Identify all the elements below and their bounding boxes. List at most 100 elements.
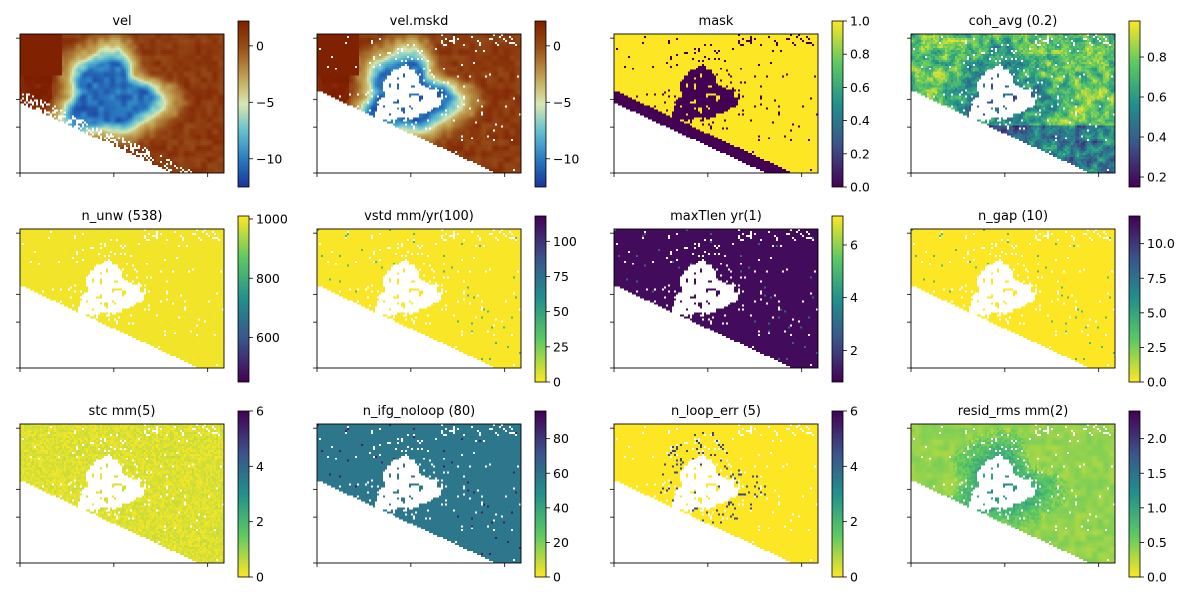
heatmap-image	[614, 34, 818, 173]
colorbar-tick-label: 6	[850, 237, 858, 252]
panel-8: n_gap (10) 0.0 2.5 5.0 7.5 10.0	[907, 209, 1175, 390]
panel-title: n_unw (538)	[82, 209, 163, 224]
colorbar-tick-label: 0.4	[1147, 130, 1167, 145]
panel-10: n_ifg_noloop (80) 0 20 40 60 80	[313, 404, 569, 585]
colorbar-tick-label: 1.0	[1147, 500, 1167, 515]
colorbar-tick-label: 1.0	[850, 14, 870, 29]
colorbar-tick-label: 0	[850, 570, 858, 585]
colorbar-tick-label: 0	[256, 38, 264, 53]
heatmap-image	[911, 424, 1115, 563]
axes-frame	[316, 423, 522, 564]
colorbar	[831, 20, 844, 188]
panel-7: maxTlen yr(1) 2 4 6	[610, 209, 858, 383]
colorbar-tick-label: 10.0	[1147, 236, 1175, 251]
colorbar-tick-label: 80	[553, 431, 569, 446]
colorbar-tick-label: 0.8	[1147, 50, 1167, 65]
panel-4: coh_avg (0.2) 0.2 0.4 0.6 0.8	[907, 14, 1167, 188]
colorbar-tick-label: 6	[850, 404, 858, 419]
colorbar-tick-label: 2	[256, 514, 264, 529]
colorbar-tick-label: 0.2	[850, 146, 870, 161]
colorbar	[534, 215, 547, 383]
panel-title: vel	[112, 14, 131, 29]
heatmap-image	[911, 34, 1115, 173]
colorbar-tick-label: 0	[553, 38, 561, 53]
colorbar-tick-label: 100	[553, 234, 577, 249]
panel-title: vstd mm/yr(100)	[364, 209, 474, 224]
colorbar	[1128, 20, 1141, 188]
colorbar-tick-label: 25	[553, 339, 569, 354]
colorbar-tick-label: 0.6	[1147, 90, 1167, 105]
colorbar-tick-label: 5.0	[1147, 305, 1167, 320]
colorbar	[237, 215, 250, 383]
heatmap-image	[614, 424, 818, 563]
axes-frame	[910, 33, 1116, 174]
colorbar-tick-label: 0	[256, 570, 264, 585]
heatmap-image	[911, 229, 1115, 368]
colorbar-tick-label: 1000	[256, 211, 288, 226]
heatmap-image	[20, 424, 224, 563]
colorbar-tick-label: 75	[553, 269, 569, 284]
panel-title: n_ifg_noloop (80)	[363, 404, 475, 419]
axes-frame	[910, 423, 1116, 564]
colorbar-tick-label: 4	[256, 459, 264, 474]
colorbar-tick-label: 4	[850, 459, 858, 474]
colorbar-tick-label: 6	[256, 404, 264, 419]
panel-6: vstd mm/yr(100) 0 25 50 75 100	[313, 209, 577, 390]
axes-frame	[613, 423, 819, 564]
axes-frame	[316, 33, 522, 174]
colorbar-tick-label: 2.0	[1147, 431, 1167, 446]
colorbar-tick-label: 600	[256, 330, 280, 345]
colorbar-tick-label: 0.0	[850, 180, 870, 195]
colorbar-tick-label: 0.0	[1147, 375, 1167, 390]
panel-title: vel.mskd	[390, 14, 449, 29]
colorbar-tick-label: 0.8	[850, 47, 870, 62]
colorbar-tick-label: 0	[553, 375, 561, 390]
panel-1: vel 0 −5 −10	[16, 14, 282, 188]
heatmap-image	[317, 34, 521, 173]
colorbar	[237, 410, 250, 578]
colorbar-tick-label: 0.5	[1147, 535, 1167, 550]
colorbar-tick-label: 0.2	[1147, 170, 1167, 185]
colorbar	[534, 20, 547, 188]
axes-frame	[613, 33, 819, 174]
colorbar-tick-label: 60	[553, 466, 569, 481]
axes-frame	[19, 228, 225, 369]
colorbar-tick-label: −10	[553, 151, 579, 166]
panel-title: stc mm(5)	[89, 404, 156, 419]
axes-frame	[19, 423, 225, 564]
panel-title: n_gap (10)	[978, 209, 1048, 224]
colorbar	[831, 410, 844, 578]
panel-title: resid_rms mm(2)	[958, 404, 1069, 419]
colorbar-tick-label: 2	[850, 343, 858, 358]
colorbar-tick-label: −10	[256, 151, 282, 166]
colorbar	[1128, 410, 1141, 578]
colorbar-tick-label: 0.6	[850, 80, 870, 95]
heatmap-image	[317, 229, 521, 368]
colorbar	[534, 410, 547, 578]
panel-2: vel.mskd 0 −5 −10	[313, 14, 579, 188]
colorbar-tick-label: 1.5	[1147, 466, 1167, 481]
panel-title: coh_avg (0.2)	[969, 14, 1058, 29]
axes-frame	[316, 228, 522, 369]
panel-title: mask	[699, 14, 734, 29]
colorbar	[1128, 215, 1141, 383]
colorbar-tick-label: −5	[256, 95, 274, 110]
colorbar-tick-label: 800	[256, 271, 280, 286]
heatmap-image	[317, 424, 521, 563]
colorbar-tick-label: 2.5	[1147, 340, 1167, 355]
colorbar	[237, 20, 250, 188]
colorbar-tick-label: 50	[553, 304, 569, 319]
panel-9: stc mm(5) 0 2 4 6	[16, 404, 264, 585]
colorbar-tick-label: 4	[850, 290, 858, 305]
colorbar-tick-label: 0	[553, 570, 561, 585]
panel-title: maxTlen yr(1)	[670, 209, 762, 224]
colorbar-tick-label: 0.0	[1147, 570, 1167, 585]
panel-11: n_loop_err (5) 0 2 4 6	[610, 404, 858, 585]
axes-frame	[613, 228, 819, 369]
axes-frame	[19, 33, 225, 174]
panel-5: n_unw (538) 600 800 1000	[16, 209, 288, 383]
colorbar	[831, 215, 844, 383]
colorbar-tick-label: 40	[553, 500, 569, 515]
panel-title: n_loop_err (5)	[671, 404, 761, 419]
